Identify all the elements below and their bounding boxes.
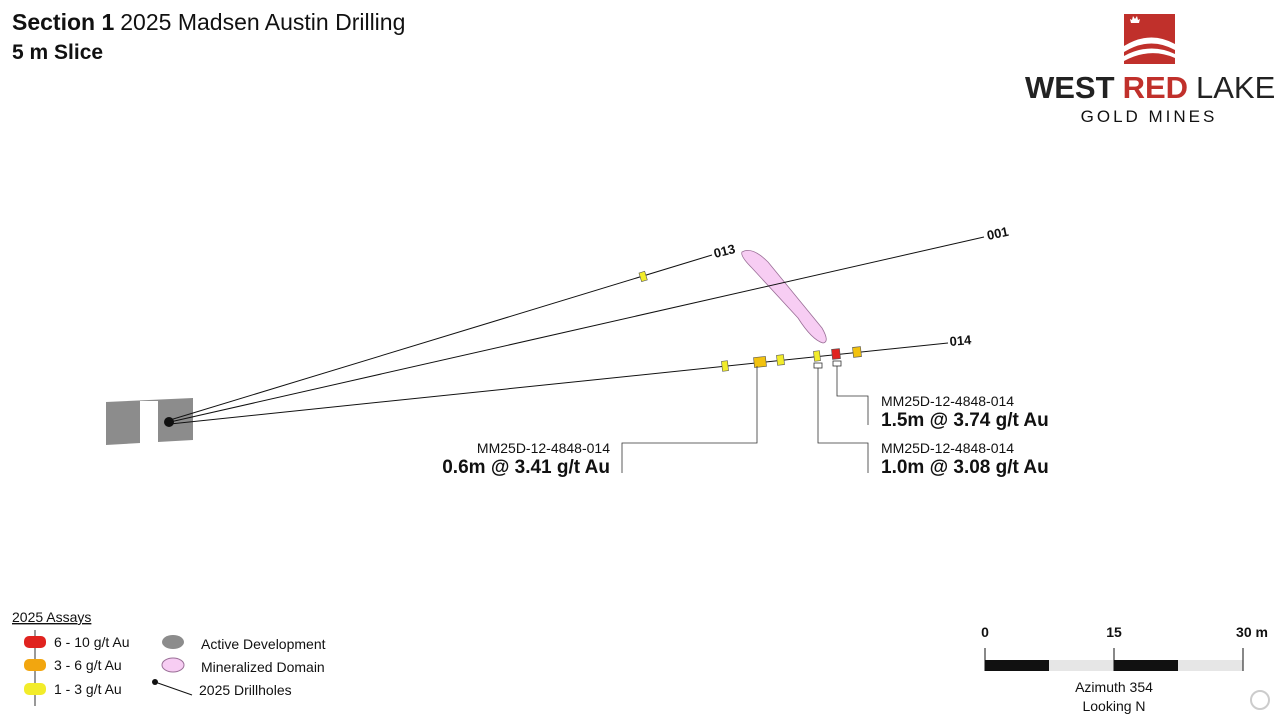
- legend-item: 2025 Drillholes: [199, 682, 292, 698]
- intercept-result: 0.6m @ 3.41 g/t Au: [442, 457, 610, 478]
- callout-lines: [621, 360, 869, 473]
- azimuth: Azimuth 354: [1075, 679, 1153, 695]
- mineralized-domain: [741, 249, 827, 344]
- legend-item: Active Development: [201, 636, 326, 652]
- legend-title: 2025 Assays: [12, 609, 91, 625]
- assays: [638, 270, 862, 372]
- legend-item: 1 - 3 g/t Au: [54, 681, 122, 697]
- hole-label: 014: [949, 332, 973, 349]
- intercept-id: MM25D-12-4848-014: [477, 440, 610, 456]
- logo: WEST RED LAKE GOLD MINES: [1025, 14, 1275, 126]
- slice-label: 5 m Slice: [12, 41, 103, 64]
- watermark-icon: [1250, 690, 1270, 710]
- view-direction: Looking N: [1082, 698, 1145, 714]
- intercept-id: MM25D-12-4848-014: [881, 393, 1014, 409]
- hole-label: 013: [712, 241, 737, 261]
- hole-label: 001: [986, 224, 1010, 243]
- intercept-result: 1.0m @ 3.08 g/t Au: [881, 457, 1049, 478]
- scale-label: 30 m: [1236, 624, 1268, 640]
- legend-item: 3 - 6 g/t Au: [54, 657, 122, 673]
- logo-tagline: GOLD MINES: [1081, 107, 1218, 126]
- collar: [164, 417, 174, 427]
- scale-bar: 0 15 30 m Azimuth 354 Looking N: [981, 624, 1268, 714]
- intercept-result: 1.5m @ 3.74 g/t Au: [881, 410, 1049, 431]
- title: Section 1 2025 Madsen Austin Drilling: [12, 9, 405, 35]
- legend: 2025 Assays 6 - 10 g/t Au 3 - 6 g/t Au 1…: [12, 609, 326, 706]
- development: [106, 398, 193, 445]
- logo-text: WEST RED LAKE: [1025, 70, 1275, 105]
- legend-item: Mineralized Domain: [201, 659, 325, 675]
- legend-item: 6 - 10 g/t Au: [54, 634, 130, 650]
- scale-label: 15: [1106, 624, 1122, 640]
- intercept-id: MM25D-12-4848-014: [881, 440, 1014, 456]
- scale-label: 0: [981, 624, 989, 640]
